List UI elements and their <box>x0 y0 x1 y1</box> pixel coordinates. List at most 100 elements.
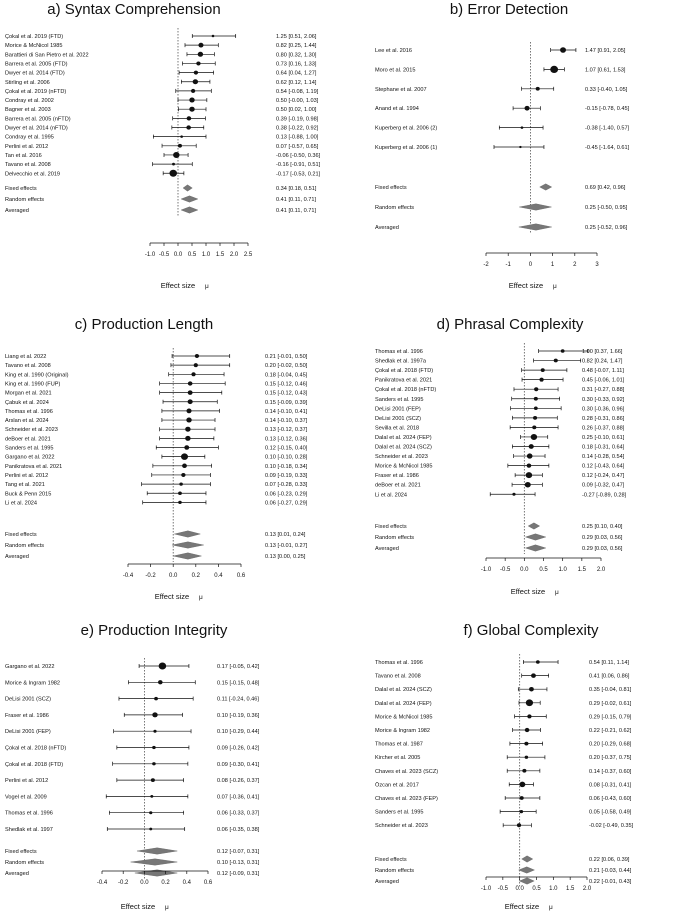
study-point-estimate <box>185 435 191 441</box>
study-ci-text: 1.07 [0.61, 1.53] <box>585 67 626 73</box>
x-tick-label: -0.5 <box>500 567 511 573</box>
study-label: Schneider et al. 2023 <box>5 427 58 433</box>
x-tick-label: 0.5 <box>188 252 197 258</box>
study-ci-text: -0.38 [-1.40, 0.57] <box>585 126 630 132</box>
study-label: Schneider et al. 2023 <box>375 454 428 460</box>
x-tick-label: 2.0 <box>597 567 606 573</box>
study-ci-text: 0.10 [-0.10, 0.28] <box>265 455 308 461</box>
study-ci-text: -0.15 [-0.78, 0.45] <box>585 106 630 112</box>
x-tick-label: 0.6 <box>204 880 213 886</box>
study-ci-text: 0.25 [-0.10, 0.61] <box>582 435 625 441</box>
study-label: Dwyer et al. 2014 (FTD) <box>5 71 65 77</box>
x-tick-label: 0.2 <box>192 573 201 579</box>
study-label: Sanders et al. 1995 <box>5 446 54 452</box>
study-ci-text: 0.14 [-0.37, 0.60] <box>589 769 632 775</box>
summary-ci-text: 0.25 [-0.50, 0.95] <box>585 205 628 211</box>
study-point-estimate <box>180 453 189 460</box>
summary-label: Random effects <box>375 868 414 874</box>
study-point-estimate <box>185 426 191 432</box>
study-label: Thomas et al. 1996 <box>375 660 423 666</box>
study-ci-text: 0.15 [-0.12, 0.46] <box>265 381 308 387</box>
study-point-estimate <box>187 390 193 395</box>
study-ci-text: 0.18 [-0.04, 0.45] <box>265 372 308 378</box>
study-label: Morice & McNicol 1985 <box>5 43 63 49</box>
study-ci-text: 0.06 [-0.43, 0.60] <box>589 796 632 802</box>
study-ci-text: 0.21 [-0.01, 0.50] <box>265 354 308 360</box>
study-ci-text: -0.02 [-0.49, 0.35] <box>589 823 634 829</box>
study-label: Moro et al. 2015 <box>375 67 415 73</box>
study-ci-text: 0.62 [0.12, 1.14] <box>276 80 317 86</box>
study-point-estimate <box>181 472 186 477</box>
summary-diamond <box>136 847 178 855</box>
x-tick-label: 0.5 <box>539 567 548 573</box>
study-point-estimate <box>516 823 522 828</box>
study-label: Tavano et al. 2008 <box>5 363 51 369</box>
study-label: Dwyer et al. 2014 (nFTD) <box>5 126 68 132</box>
study-ci-text: 0.07 [-0.28, 0.33] <box>265 482 308 488</box>
x-tick-label: 0.6 <box>237 573 246 579</box>
study-label: Stirling et al. 2006 <box>5 80 50 86</box>
study-point-estimate <box>149 827 153 831</box>
study-ci-text: 0.33 [-0.40, 1.05] <box>585 87 628 93</box>
x-axis-label: Effect size <box>509 281 543 290</box>
study-label: Li et al. 2024 <box>375 492 407 498</box>
x-tick-label: 2.5 <box>244 252 253 258</box>
x-tick-label: 0.2 <box>161 880 170 886</box>
study-label: Shedlak et al. 1997 <box>5 827 53 833</box>
study-ci-text: 0.20 [-0.29, 0.68] <box>589 742 632 748</box>
study-ci-text: 0.06 [-0.33, 0.37] <box>217 811 260 817</box>
study-label: Dalal et al. 2024 (SCZ) <box>375 687 432 693</box>
x-axis-mu-label: μ <box>555 589 559 596</box>
study-ci-text: -0.06 [-0.50, 0.36] <box>276 153 321 159</box>
x-tick-label: 1 <box>551 262 555 268</box>
x-tick-label: 2.0 <box>583 886 592 892</box>
study-point-estimate <box>524 741 529 746</box>
study-point-estimate <box>525 699 534 707</box>
study-point-estimate <box>527 714 532 719</box>
study-label: Buck & Penn 2015 <box>5 491 51 497</box>
summary-diamond <box>180 195 199 203</box>
study-ci-text: 0.18 [-0.31, 0.64] <box>582 445 625 451</box>
study-label: Arslan et al. 2024 <box>5 418 49 424</box>
study-label: Vogel et al. 2009 <box>5 794 47 800</box>
summary-label: Fixed effects <box>5 849 37 855</box>
study-label: Çabuk et al. 2024 <box>5 400 49 406</box>
summary-diamond <box>524 544 547 552</box>
x-tick-label: 1.5 <box>578 567 587 573</box>
x-tick-label: -0.2 <box>118 880 129 886</box>
summary-ci-text: 0.22 [0.06, 0.39] <box>589 857 630 863</box>
summary-diamond <box>172 541 204 549</box>
study-point-estimate <box>178 500 182 505</box>
study-point-estimate <box>519 781 526 788</box>
panel-2: b) Error Detection Lee et al. 2016 1.47 [0… <box>375 1 630 290</box>
study-ci-text: -0.16 [-0.91, 0.51] <box>276 162 321 168</box>
summary-diamond <box>524 533 547 541</box>
summary-label: Random effects <box>5 543 44 549</box>
study-point-estimate <box>560 349 565 353</box>
x-axis-mu-label: μ <box>205 283 209 290</box>
x-tick-label: -0.4 <box>97 880 108 886</box>
study-label: Stephane et al. 2007 <box>375 87 427 93</box>
study-ci-text: 0.50 [0.02, 1.00] <box>276 107 317 113</box>
study-label: Fraser et al. 1986 <box>5 713 49 719</box>
study-label: Çokal et al. 2018 (nFTD) <box>375 387 436 393</box>
study-point-estimate <box>191 372 196 377</box>
study-label: Thomas et al. 1996 <box>5 811 53 817</box>
summary-label: Averaged <box>375 879 399 885</box>
x-axis-mu-label: μ <box>165 904 169 911</box>
study-ci-text: 0.09 [-0.26, 0.42] <box>217 746 260 752</box>
study-label: King et al. 1990 (Original) <box>5 372 69 378</box>
study-label: Lee et al. 2016 <box>375 48 412 54</box>
study-point-estimate <box>186 116 192 121</box>
study-label: Sanders et al. 1995 <box>375 810 424 816</box>
study-ci-text: 0.05 [-0.58, 0.49] <box>589 810 632 816</box>
study-point-estimate <box>533 396 538 401</box>
study-point-estimate <box>173 151 180 158</box>
study-label: Dalal et al. 2024 (FEP) <box>375 435 432 441</box>
study-point-estimate <box>186 408 192 414</box>
study-label: Chaves et al. 2023 (FEP) <box>375 796 438 802</box>
study-label: Morice & Ingram 1982 <box>375 728 430 734</box>
study-ci-text: 0.10 [-0.29, 0.44] <box>217 729 260 735</box>
